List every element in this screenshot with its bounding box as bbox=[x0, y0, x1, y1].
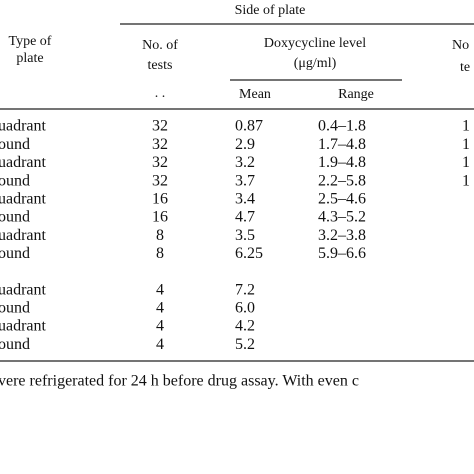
col-header: te bbox=[460, 60, 470, 75]
right-cell: 1 bbox=[462, 172, 470, 189]
mean-cell: 6.25 bbox=[235, 245, 263, 262]
plate-type: uadrant bbox=[0, 281, 47, 298]
tests-cell: 32 bbox=[152, 136, 168, 153]
mean-cell: 4.2 bbox=[235, 318, 255, 335]
col-header: plate bbox=[16, 51, 43, 66]
footnote: vere refrigerated for 24 h before drug a… bbox=[0, 373, 359, 390]
tests-cell: 32 bbox=[152, 172, 168, 189]
plate-type: uadrant bbox=[0, 118, 47, 135]
mean-cell: 4.7 bbox=[235, 209, 255, 226]
tests-cell: 32 bbox=[152, 118, 168, 135]
tests-cell: 4 bbox=[156, 281, 164, 298]
right-cell: 1 bbox=[462, 154, 470, 171]
mean-cell: 2.9 bbox=[235, 136, 255, 153]
plate-type: ound bbox=[0, 245, 30, 262]
range-cell: 5.9–6.6 bbox=[318, 245, 366, 262]
tests-cell: 4 bbox=[156, 299, 164, 316]
col-header: tests bbox=[148, 58, 173, 73]
plate-type: ound bbox=[0, 336, 30, 353]
col-header: Type of bbox=[9, 34, 52, 49]
col-header: Doxycycline level bbox=[264, 36, 366, 51]
mean-cell: 3.7 bbox=[235, 172, 255, 189]
mean-cell: 7.2 bbox=[235, 281, 255, 298]
plate-type: ound bbox=[0, 172, 30, 189]
range-cell: 1.7–4.8 bbox=[318, 136, 366, 153]
mean-cell: 3.5 bbox=[235, 227, 255, 244]
tests-cell: 4 bbox=[156, 336, 164, 353]
tests-cell: 8 bbox=[156, 227, 164, 244]
plate-type: ound bbox=[0, 136, 30, 153]
plate-type: ound bbox=[0, 209, 30, 226]
mean-cell: 3.4 bbox=[235, 190, 255, 207]
mean-cell: 5.2 bbox=[235, 336, 255, 353]
col-header: No bbox=[452, 38, 469, 53]
range-cell: 1.9–4.8 bbox=[318, 154, 366, 171]
range-cell: 4.3–5.2 bbox=[318, 209, 366, 226]
tests-cell: 16 bbox=[152, 209, 168, 226]
range-cell: 2.5–4.6 bbox=[318, 190, 366, 207]
plate-type: uadrant bbox=[0, 154, 47, 171]
mean-cell: 6.0 bbox=[235, 299, 255, 316]
range-cell: 2.2–5.8 bbox=[318, 172, 366, 189]
plate-type: uadrant bbox=[0, 227, 47, 244]
plate-type: uadrant bbox=[0, 318, 47, 335]
tests-cell: 4 bbox=[156, 318, 164, 335]
mean-cell: 0.87 bbox=[235, 118, 263, 135]
right-cell: 1 bbox=[462, 136, 470, 153]
tests-cell: 16 bbox=[152, 190, 168, 207]
col-header: Mean bbox=[239, 87, 271, 102]
plate-type: uadrant bbox=[0, 190, 47, 207]
range-cell: 3.2–3.8 bbox=[318, 227, 366, 244]
col-header: No. of bbox=[142, 38, 178, 53]
group-header: Side of plate bbox=[235, 3, 306, 18]
right-cell: 1 bbox=[462, 118, 470, 135]
plate-type: ound bbox=[0, 299, 30, 316]
tests-cell: 32 bbox=[152, 154, 168, 171]
mean-cell: 3.2 bbox=[235, 154, 255, 171]
dots: . . bbox=[155, 86, 166, 101]
range-cell: 0.4–1.8 bbox=[318, 118, 366, 135]
col-header: (μg/ml) bbox=[294, 56, 337, 71]
col-header: Range bbox=[338, 87, 374, 102]
tests-cell: 8 bbox=[156, 245, 164, 262]
